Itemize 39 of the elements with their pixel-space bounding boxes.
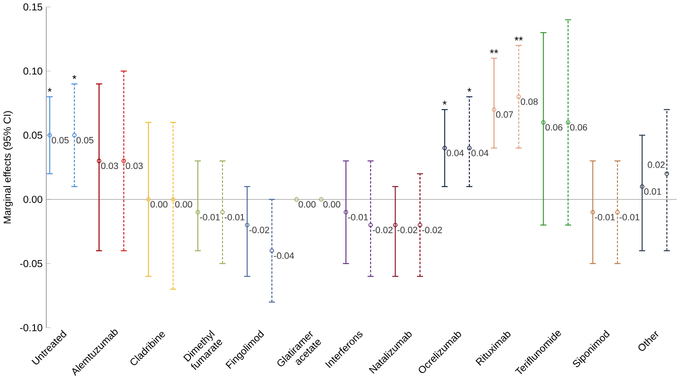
data-label: 0.03	[126, 162, 143, 169]
data-label: 0.00	[175, 200, 192, 208]
data-label: 0.04	[446, 150, 464, 156]
data-label: 0.06	[545, 124, 562, 130]
y-tick-label: 0.05	[23, 132, 42, 139]
y-axis-title: Marginal effects (95% CI)	[3, 111, 13, 224]
data-label: 0.05	[52, 136, 69, 144]
annotation: **	[490, 49, 498, 54]
data-label: 0.08	[520, 98, 538, 105]
data-label: 0.03	[101, 162, 118, 169]
y-tick-label: -0.05	[20, 260, 42, 267]
data-label: 0.01	[644, 188, 662, 195]
annotation: **	[514, 36, 523, 40]
data-label: 0.04	[471, 150, 488, 156]
data-label: -0.02	[422, 226, 442, 234]
y-tick-label: 0.15	[23, 3, 42, 10]
data-label: 0.05	[76, 136, 94, 144]
annotation: *	[48, 88, 52, 92]
annotation: *	[72, 74, 76, 79]
y-tick-label: 0.00	[23, 196, 42, 203]
annotation: *	[442, 100, 447, 104]
y-tick-label: 0.10	[23, 67, 42, 75]
data-label: -0.02	[397, 226, 418, 234]
data-label: 0.00	[323, 200, 340, 208]
data-label: -0.02	[249, 226, 270, 234]
data-label: -0.01	[594, 214, 615, 220]
data-label: 0.07	[496, 111, 513, 118]
data-label: -0.01	[620, 214, 640, 220]
data-label: -0.01	[200, 214, 220, 220]
data-label: -0.01	[348, 214, 368, 220]
data-label: 0.02	[648, 161, 665, 168]
data-label: 0.00	[298, 200, 316, 208]
data-label: -0.01	[224, 214, 244, 220]
data-label: -0.02	[372, 226, 393, 234]
data-label: 0.00	[150, 200, 168, 208]
data-label: -0.04	[274, 252, 294, 259]
annotation: *	[467, 88, 472, 92]
data-label: 0.06	[570, 124, 588, 130]
y-tick-label: -0.10	[20, 324, 42, 332]
